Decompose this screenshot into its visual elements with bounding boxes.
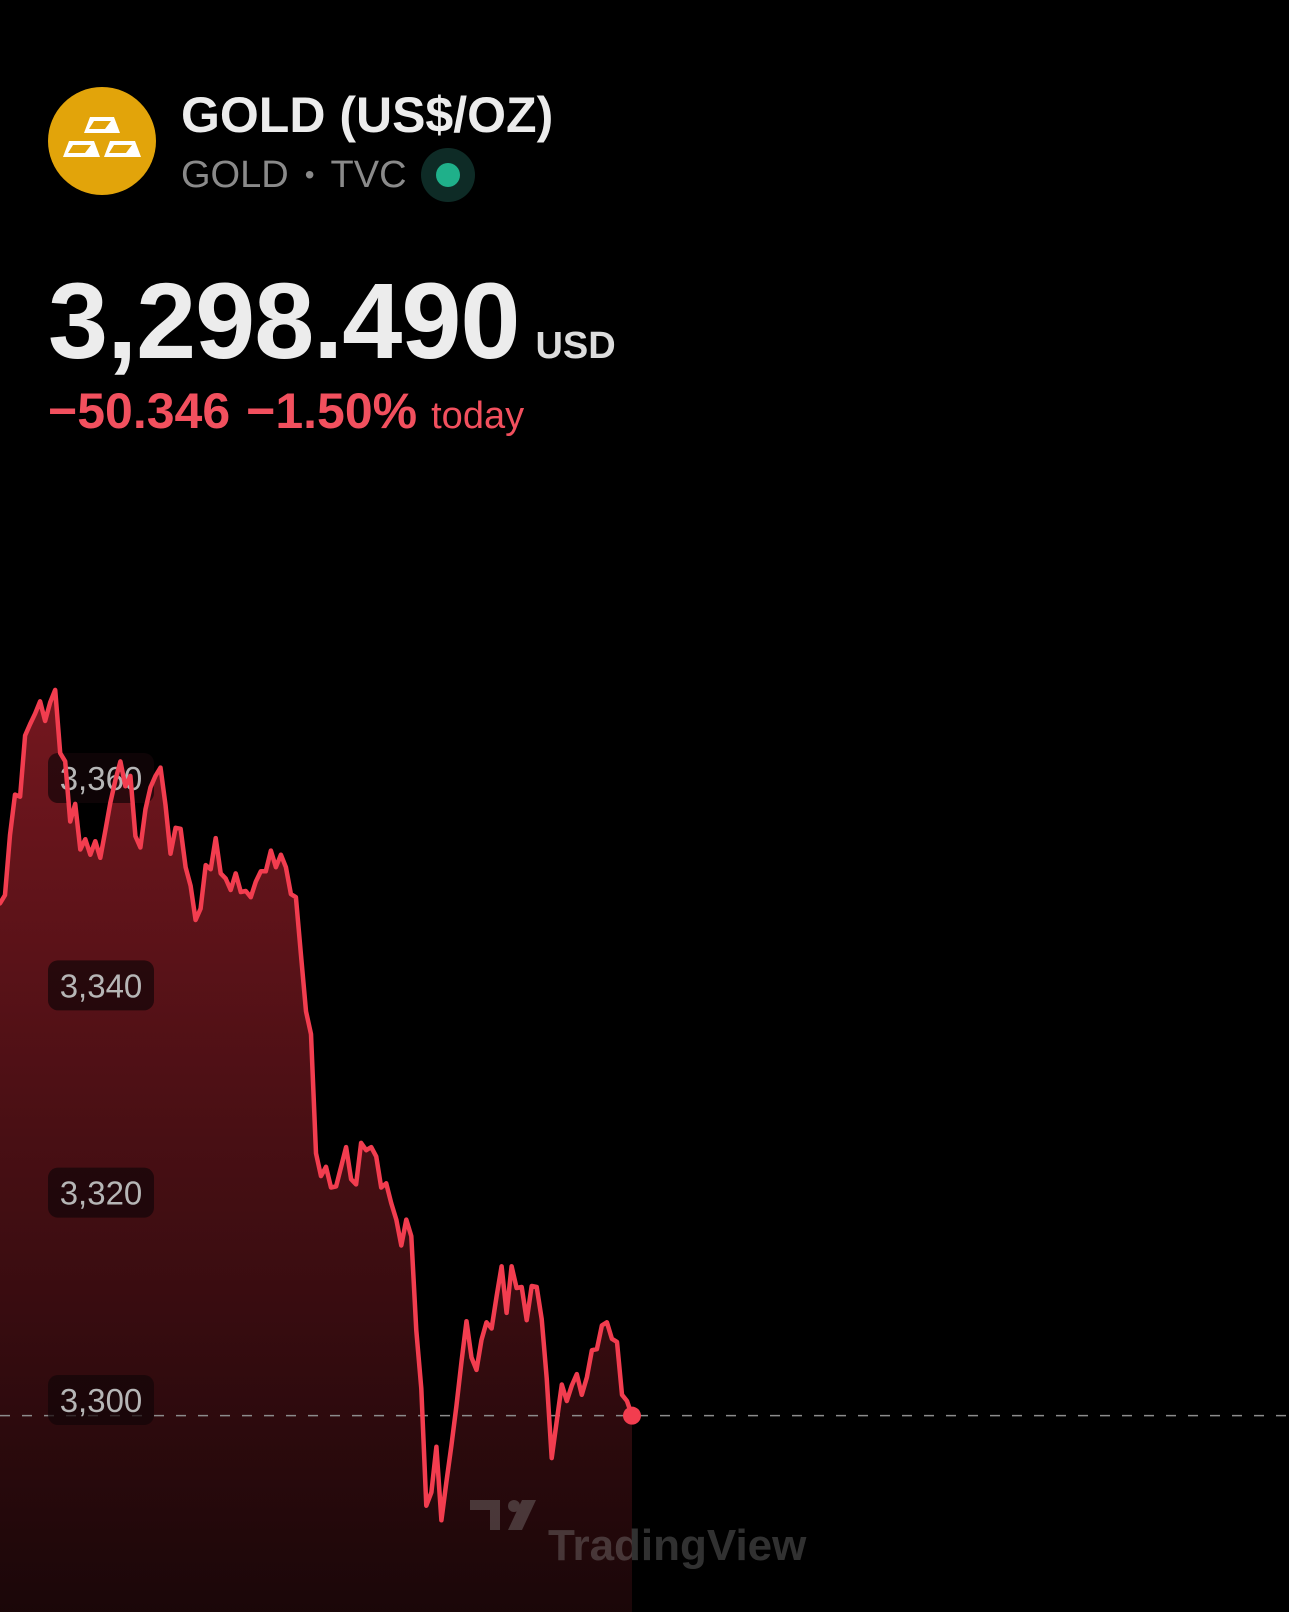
price-line — [0, 687, 635, 1523]
gold-bars-icon — [63, 117, 141, 157]
price-row: 3,298.490 USD — [48, 258, 616, 383]
change-period: today — [431, 395, 525, 437]
market-status-icon[interactable] — [420, 148, 475, 202]
watermark-text: TradingView — [548, 1521, 807, 1570]
tradingview-watermark: TradingView — [470, 1500, 807, 1570]
svg-text:3,300: 3,300 — [60, 1382, 143, 1419]
exchange-label: TVC — [330, 153, 407, 196]
currency-label: USD — [535, 325, 616, 367]
y-tick-label: 3,320 — [48, 1167, 154, 1218]
symbol-title: GOLD (US$/OZ) — [181, 87, 554, 143]
price-area — [0, 689, 632, 1612]
y-tick-label: 3,340 — [48, 960, 154, 1011]
last-price: 3,298.490 — [48, 260, 520, 381]
change-row: −50.346 −1.50% today — [48, 382, 524, 440]
y-tick-label: 3,360 — [48, 753, 154, 803]
change-percent: −1.50% — [246, 383, 418, 439]
ticker-label: GOLD — [181, 153, 289, 196]
symbol-subtitle: GOLD • TVC — [181, 148, 475, 202]
symbol-logo — [48, 87, 156, 195]
y-tick-label: 3,300 — [48, 1375, 154, 1425]
last-price-marker — [623, 1406, 641, 1425]
svg-text:3,340: 3,340 — [60, 967, 143, 1004]
svg-text:3,320: 3,320 — [60, 1175, 143, 1212]
separator-dot: • — [304, 159, 315, 190]
change-absolute: −50.346 — [48, 383, 231, 439]
